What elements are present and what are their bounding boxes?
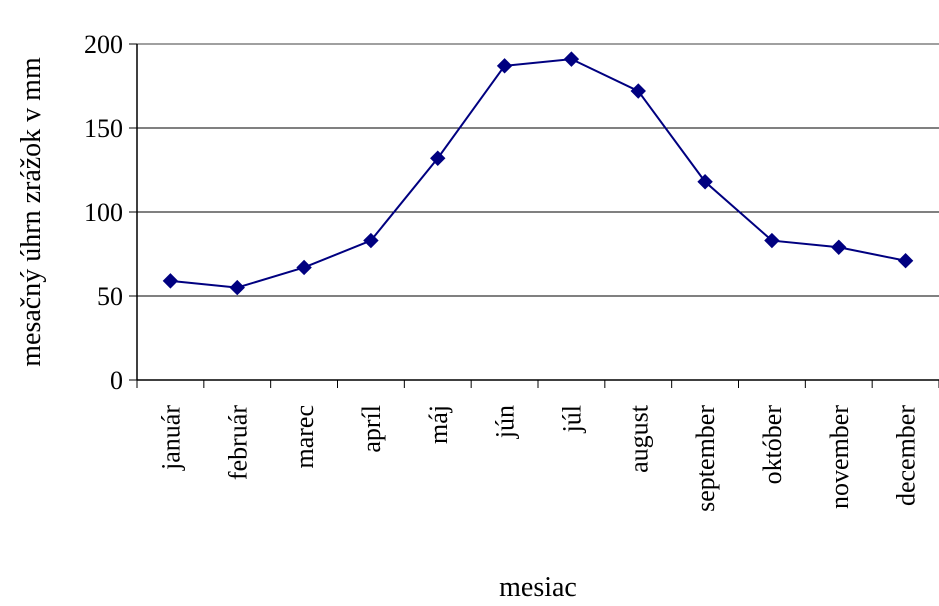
x-tick-label: február <box>223 405 252 480</box>
data-point-marker <box>496 58 513 74</box>
series-layer <box>162 51 914 296</box>
x-tick-label: máj <box>424 405 453 444</box>
data-point-marker <box>363 232 379 249</box>
data-point-marker <box>430 150 446 166</box>
series-line <box>170 58 906 289</box>
data-point-marker <box>296 259 312 276</box>
x-tick-label: október <box>758 405 787 485</box>
y-tick-labels: 0 50 100 150 200 <box>84 30 123 395</box>
data-point-marker <box>897 253 914 269</box>
y-tick-label: 200 <box>84 30 123 59</box>
data-point-marker <box>831 239 847 255</box>
x-tick-label: december <box>892 405 921 506</box>
x-tick-label: november <box>825 405 854 509</box>
x-tick-label: január <box>156 405 185 471</box>
data-point-marker <box>697 174 713 190</box>
x-axis-label: mesiac <box>499 572 577 603</box>
x-tick-label: apríl <box>357 405 386 453</box>
x-tick-labels: január február marec apríl máj jún júl august se… <box>156 404 920 512</box>
data-point-marker <box>563 51 580 67</box>
gridlines <box>137 43 939 297</box>
data-point-marker <box>229 279 245 296</box>
y-axis-label: mesačný úhrn zrážok v mm <box>16 57 47 367</box>
x-tick-label: september <box>691 405 720 512</box>
y-tick-label: 0 <box>110 366 123 395</box>
y-tick-label: 100 <box>84 198 123 227</box>
x-tick-label: august <box>624 404 653 473</box>
data-point-marker <box>162 273 179 289</box>
y-tick-label: 50 <box>97 282 123 311</box>
y-tick-label: 150 <box>84 114 123 143</box>
x-tick-label: jún <box>491 405 520 439</box>
x-tick-label: marec <box>290 405 319 469</box>
data-point-marker <box>764 232 780 249</box>
x-tick-label: júl <box>557 405 586 433</box>
data-point-marker <box>630 83 646 99</box>
axes <box>129 43 939 388</box>
